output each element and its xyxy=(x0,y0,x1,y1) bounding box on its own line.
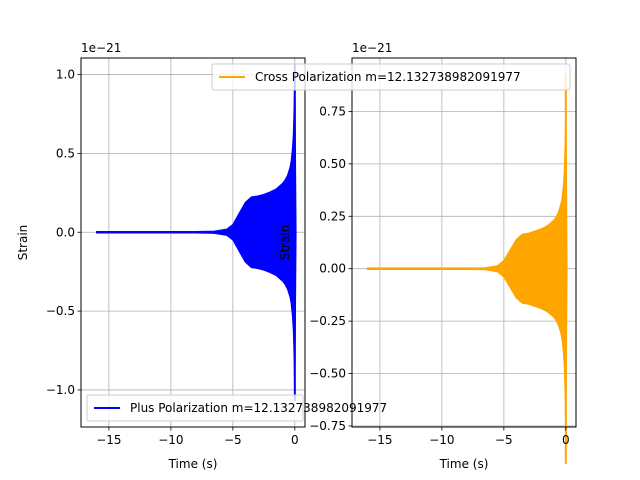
legend-label-plus: Plus Polarization m=12.132738982091977 xyxy=(130,401,387,415)
y-tick-label: 1.0 xyxy=(56,68,75,82)
legend-box-left xyxy=(86,394,304,422)
ticks-left: −15 −10 −5 0 −1.0 −0.5 0.0 0.5 1.0 xyxy=(46,68,299,447)
y-tick-label: 0.25 xyxy=(319,209,346,223)
x-axis-label-right: Time (s) xyxy=(439,457,489,471)
legend-right: Cross Polarization m=12.132738982091977 xyxy=(211,63,571,91)
y-tick-label: −1.0 xyxy=(46,383,75,397)
cross-polarization-axes: −15 −10 −5 0 −0.75 −0.50 −0.25 0.00 0.25 0.50 0.75… xyxy=(211,41,577,471)
x-tick-label: −15 xyxy=(367,433,392,447)
y-tick-label: 0.50 xyxy=(319,157,346,171)
x-tick-label: −5 xyxy=(495,433,513,447)
y-tick-label: 0.75 xyxy=(319,104,346,118)
x-axis-label-left: Time (s) xyxy=(168,457,218,471)
x-tick-label: −15 xyxy=(96,433,121,447)
y-tick-label: 0.0 xyxy=(56,225,75,239)
y-tick-label: −0.50 xyxy=(309,367,346,381)
ticks-right: −15 −10 −5 0 −0.75 −0.50 −0.25 0.00 0.25 0.50 0.75 xyxy=(309,104,569,447)
y-tick-label: −0.75 xyxy=(309,419,346,433)
axes-frame-right xyxy=(351,57,577,428)
legend-label-cross: Cross Polarization m=12.132738982091977 xyxy=(255,70,521,84)
legend-left: Plus Polarization m=12.132738982091977 xyxy=(86,394,387,422)
plot-area-right xyxy=(367,73,568,464)
y-tick-label: 0.5 xyxy=(56,146,75,160)
offset-label-right: 1e−21 xyxy=(352,41,392,55)
y-tick-label: −0.5 xyxy=(46,304,75,318)
y-axis-label-left: Strain xyxy=(16,225,30,261)
axes-frame-left xyxy=(80,57,306,428)
x-tick-label: −10 xyxy=(429,433,454,447)
x-tick-label: −5 xyxy=(224,433,242,447)
x-tick-label: 0 xyxy=(562,433,570,447)
legend-box-right xyxy=(211,63,571,91)
plus-polarization-axes: −15 −10 −5 0 −1.0 −0.5 0.0 0.5 1.0 1e−21 Time (s… xyxy=(16,41,387,471)
y-axis-label-right: Strain xyxy=(278,225,292,261)
y-tick-label: 0.00 xyxy=(319,262,346,276)
plot-area-left xyxy=(96,63,297,402)
y-tick-label: −0.25 xyxy=(309,314,346,328)
x-tick-label: 0 xyxy=(291,433,299,447)
x-tick-label: −10 xyxy=(158,433,183,447)
offset-label-left: 1e−21 xyxy=(81,41,121,55)
